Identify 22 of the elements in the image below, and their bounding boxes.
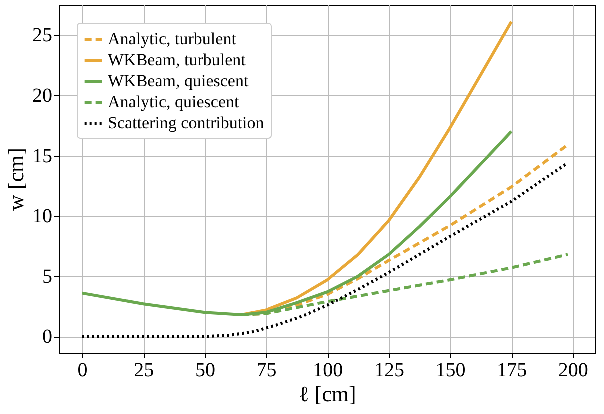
y-tick-label: 10 (32, 206, 52, 228)
x-tick-label: 100 (313, 360, 344, 382)
y-tick-label: 15 (32, 145, 52, 168)
x-tick-label: 50 (195, 360, 216, 382)
y-tick-label: 20 (32, 84, 52, 107)
legend-label: Analytic, turbulent (108, 30, 237, 48)
legend-label: Scattering contribution (108, 114, 265, 132)
y-tick-label: 5 (42, 266, 52, 288)
x-tick-label: 175 (497, 360, 528, 382)
y-tick-label: 0 (42, 326, 52, 348)
legend-label: Analytic, quiescent (108, 92, 240, 112)
y-tick-label: 25 (32, 24, 52, 47)
x-tick-label: 0 (78, 360, 88, 382)
y-axis-title: w [cm] (4, 148, 28, 211)
x-tick-label: 200 (558, 360, 588, 382)
legend-label: WKBeam, turbulent (108, 50, 246, 70)
x-tick-label: 75 (256, 360, 277, 382)
x-tick-label: 25 (134, 360, 154, 382)
x-tick-label: 125 (374, 360, 404, 382)
x-axis-title: ℓ [cm] (298, 382, 356, 406)
x-tick-label: 150 (436, 360, 466, 382)
legend-label: WKBeam, quiescent (108, 72, 249, 90)
